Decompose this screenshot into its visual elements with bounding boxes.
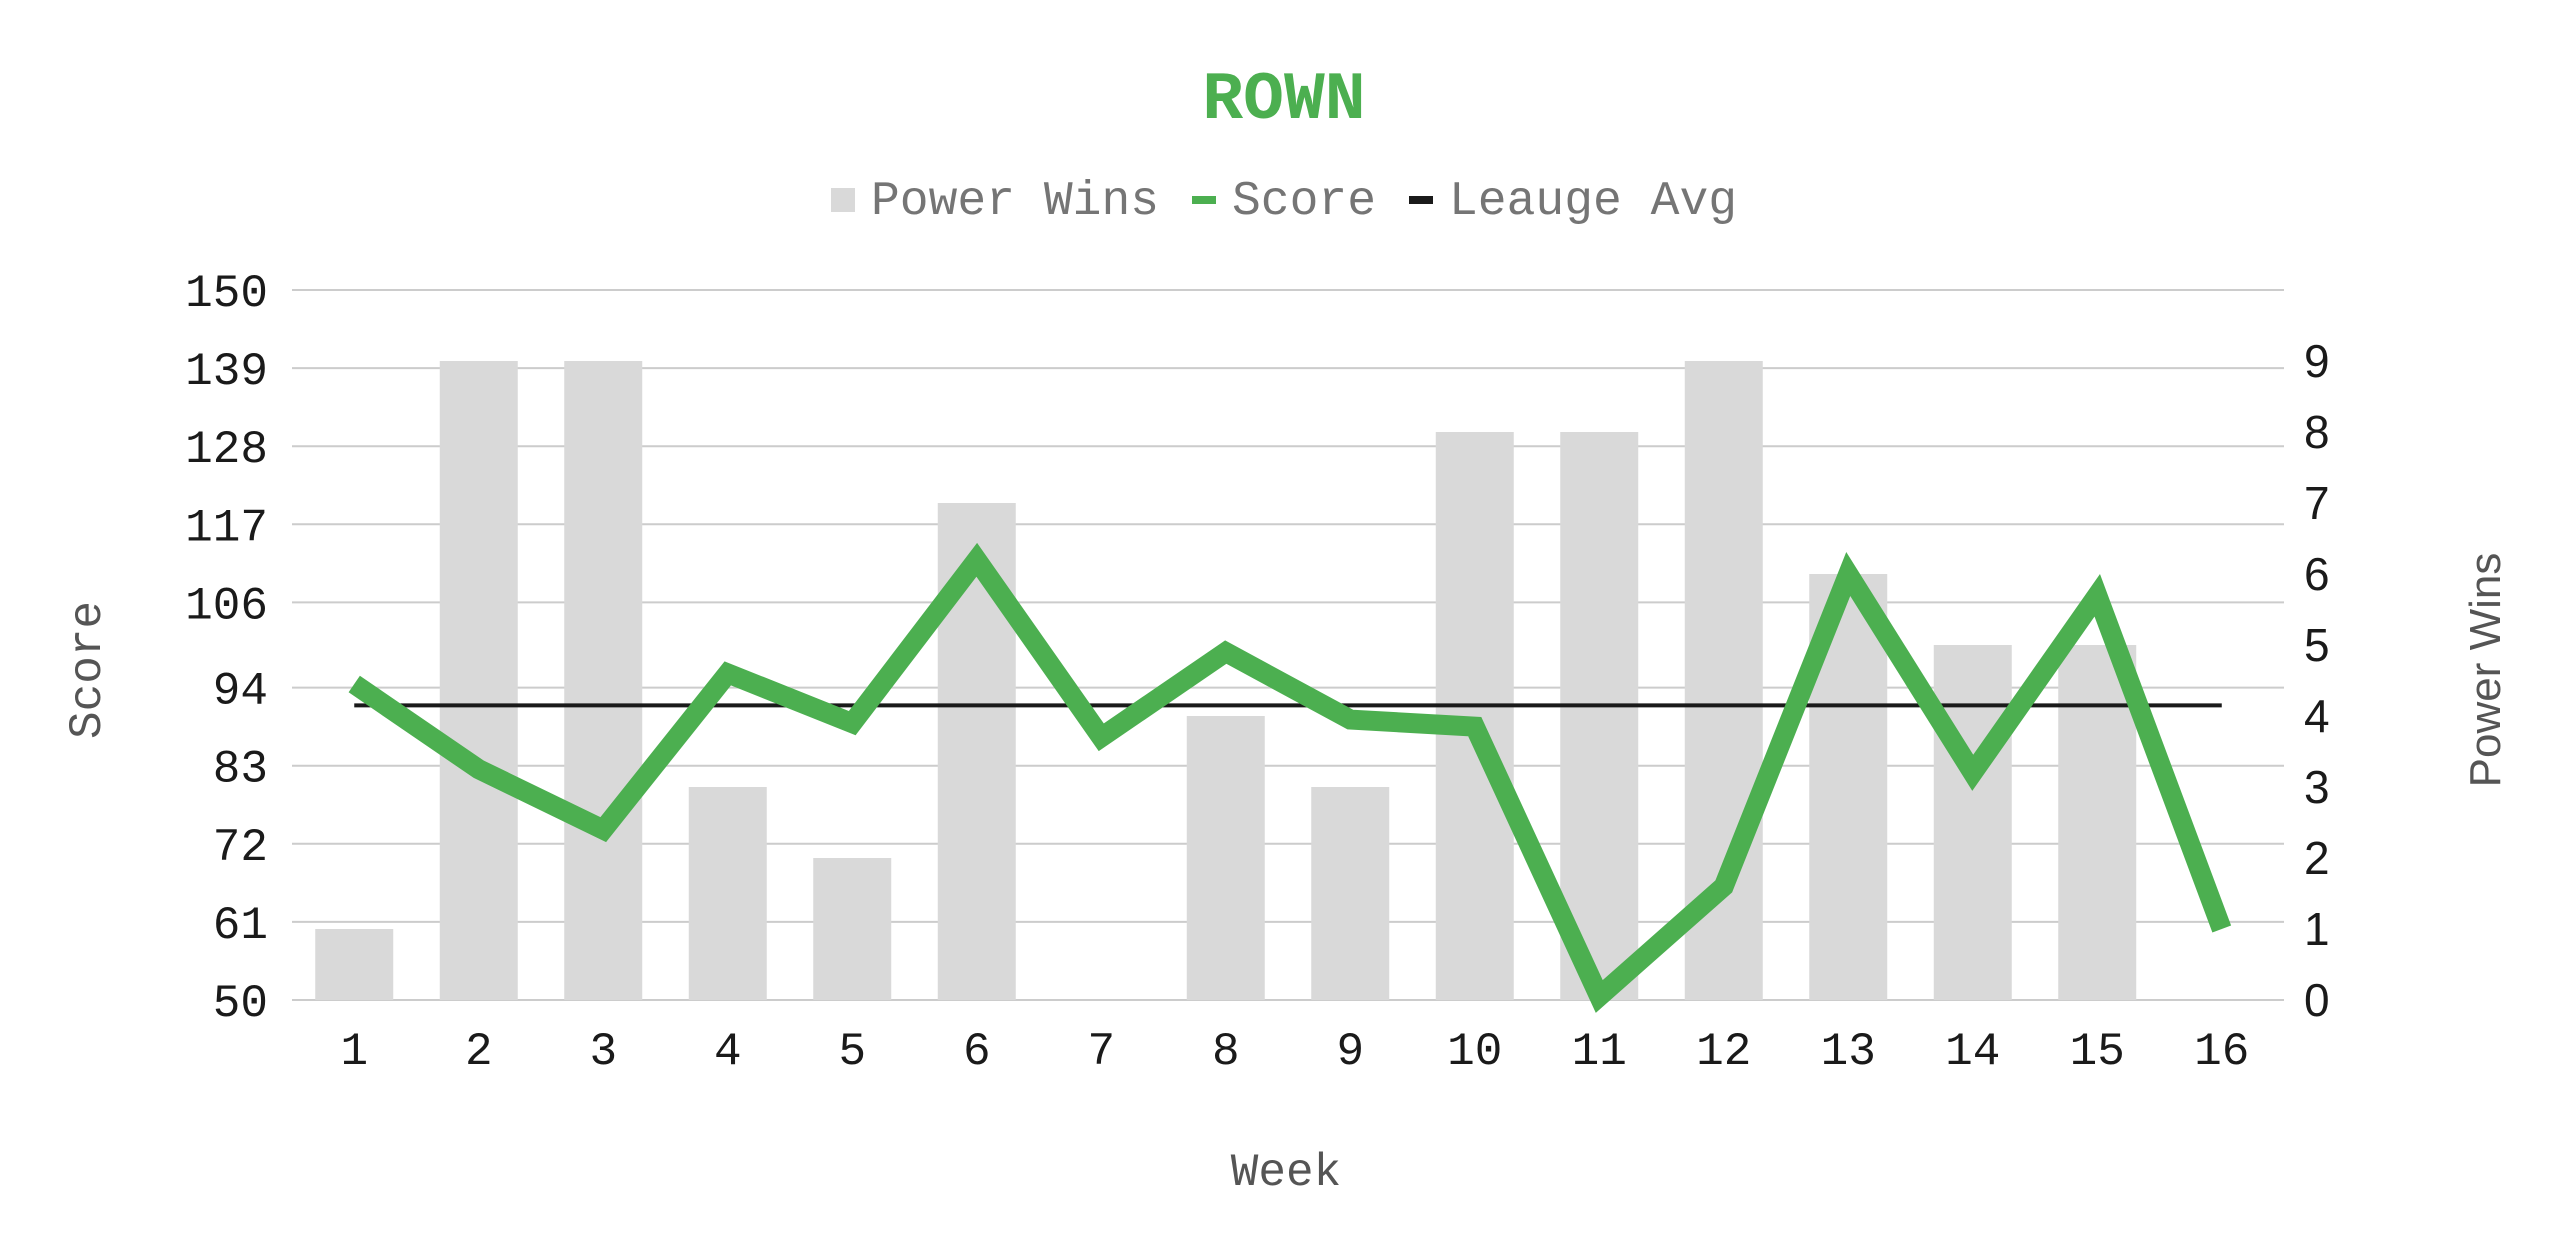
x-tick-label: 16 (2194, 1026, 2249, 1078)
legend-label-score: Score (1232, 175, 1376, 229)
y-axis-title: Score (62, 601, 114, 739)
x-axis-title: Week (1231, 1147, 1341, 1199)
legend-swatch-power-wins (831, 188, 855, 212)
x-tick-label: 13 (1821, 1026, 1876, 1078)
y-tick-label: 150 (185, 268, 268, 320)
legend-swatch-leauge-avg (1409, 196, 1433, 204)
y2-tick-label: 6 (2304, 548, 2330, 600)
legend-swatch-score (1192, 196, 1216, 204)
x-tick-label: 8 (1212, 1026, 1240, 1078)
y-tick-label: 72 (213, 822, 268, 874)
legend-label-power-wins: Power Wins (871, 175, 1159, 229)
bar-power-wins (1187, 716, 1265, 1000)
chart-title: ROWN (1202, 62, 1365, 139)
bars (315, 361, 2136, 1000)
x-tick-label: 12 (1696, 1026, 1751, 1078)
x-tick-label: 7 (1087, 1026, 1115, 1078)
y2-tick-label: 9 (2304, 335, 2330, 387)
y-tick-label: 128 (185, 424, 268, 476)
x-tick-label: 4 (714, 1026, 742, 1078)
bar-power-wins (564, 361, 642, 1000)
y2-tick-label: 3 (2304, 761, 2330, 813)
bar-power-wins (2058, 645, 2136, 1000)
y-tick-label: 106 (185, 580, 268, 632)
x-tick-label: 5 (838, 1026, 866, 1078)
bar-power-wins (315, 929, 393, 1000)
legend: Power Wins Score Leauge Avg (831, 175, 1737, 229)
y2-tick-label: 2 (2304, 832, 2330, 884)
y-tick-label: 139 (185, 346, 268, 398)
x-tick-label: 10 (1447, 1026, 1502, 1078)
y-tick-label: 94 (213, 666, 268, 718)
bar-power-wins (938, 503, 1016, 1000)
y2-tick-label: 8 (2304, 406, 2330, 458)
bar-power-wins (813, 858, 891, 1000)
x-tick-label: 3 (589, 1026, 617, 1078)
x-tick-label: 14 (1945, 1026, 2000, 1078)
bar-power-wins (1311, 787, 1389, 1000)
y2-axis-title: Power Wins (2461, 553, 2510, 788)
legend-label-leauge-avg: Leauge Avg (1449, 175, 1737, 229)
y2-tick-label: 4 (2304, 690, 2330, 742)
x-tick-label: 9 (1336, 1026, 1364, 1078)
y2-tick-label: 0 (2304, 974, 2330, 1026)
y-tick-label: 61 (213, 900, 268, 952)
y2-axis-ticks: 0 1 2 3 4 5 6 7 8 9 (2304, 335, 2330, 1026)
y-axis-ticks: 50 61 72 83 94 106 117 128 139 150 (185, 268, 268, 1030)
bar-power-wins (1934, 645, 2012, 1000)
bar-power-wins (689, 787, 767, 1000)
y2-tick-label: 5 (2304, 619, 2330, 671)
y2-tick-label: 7 (2304, 477, 2330, 529)
y2-tick-label: 1 (2304, 903, 2330, 955)
x-tick-label: 11 (1572, 1026, 1627, 1078)
x-tick-label: 6 (963, 1026, 991, 1078)
y-tick-label: 117 (185, 502, 268, 554)
x-tick-label: 2 (465, 1026, 493, 1078)
x-tick-label: 15 (2070, 1026, 2125, 1078)
y-tick-label: 83 (213, 744, 268, 796)
y-tick-label: 50 (213, 978, 268, 1030)
x-tick-label: 1 (340, 1026, 368, 1078)
bar-power-wins (440, 361, 518, 1000)
